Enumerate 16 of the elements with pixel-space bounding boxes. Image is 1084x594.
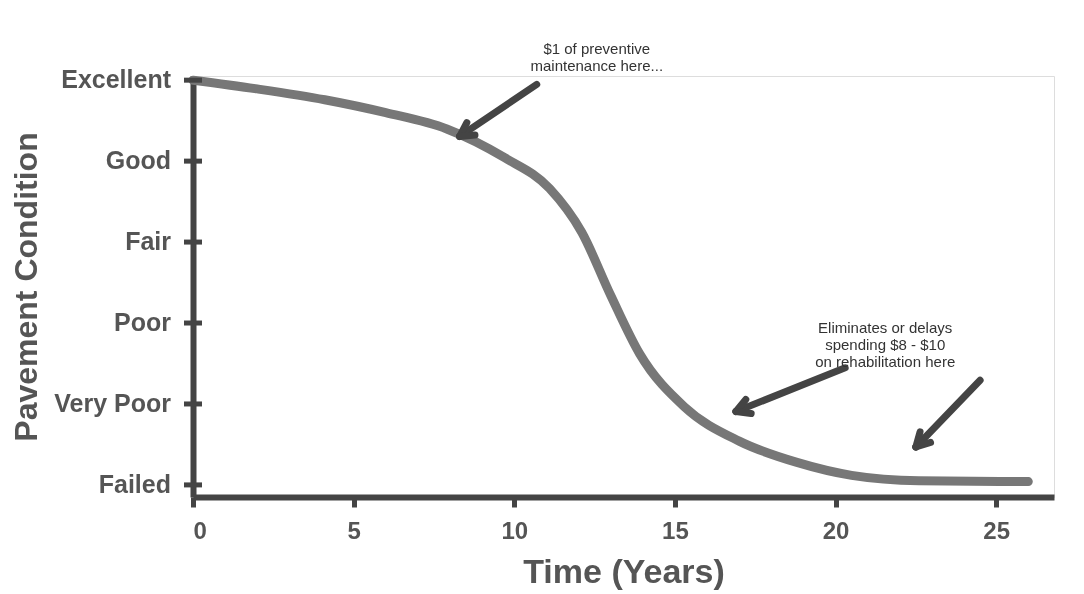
x-tick-label: 15 (662, 516, 689, 544)
text: Very Poor (54, 388, 172, 417)
x-tick-label: 20 (822, 516, 850, 544)
text: Good (105, 146, 171, 175)
x-axis-title: Time (Years) (523, 551, 725, 590)
x-tick-label: 10 (501, 516, 529, 544)
annotation: Eliminates or delays spending $8 - $10 on rehabilitation here (815, 318, 956, 370)
text: Excellent (61, 65, 172, 94)
x-tick-label: 25 (983, 516, 1011, 544)
x-tick-label: 5 (347, 516, 361, 544)
x-tick-label: 0 (193, 516, 207, 544)
text: $1 of preventive maintenance here... (530, 40, 664, 75)
y-axis-title: Pavement Condition (7, 132, 44, 442)
text: Poor (114, 308, 172, 337)
text: Fair (125, 227, 172, 256)
text: Failed (98, 469, 171, 498)
